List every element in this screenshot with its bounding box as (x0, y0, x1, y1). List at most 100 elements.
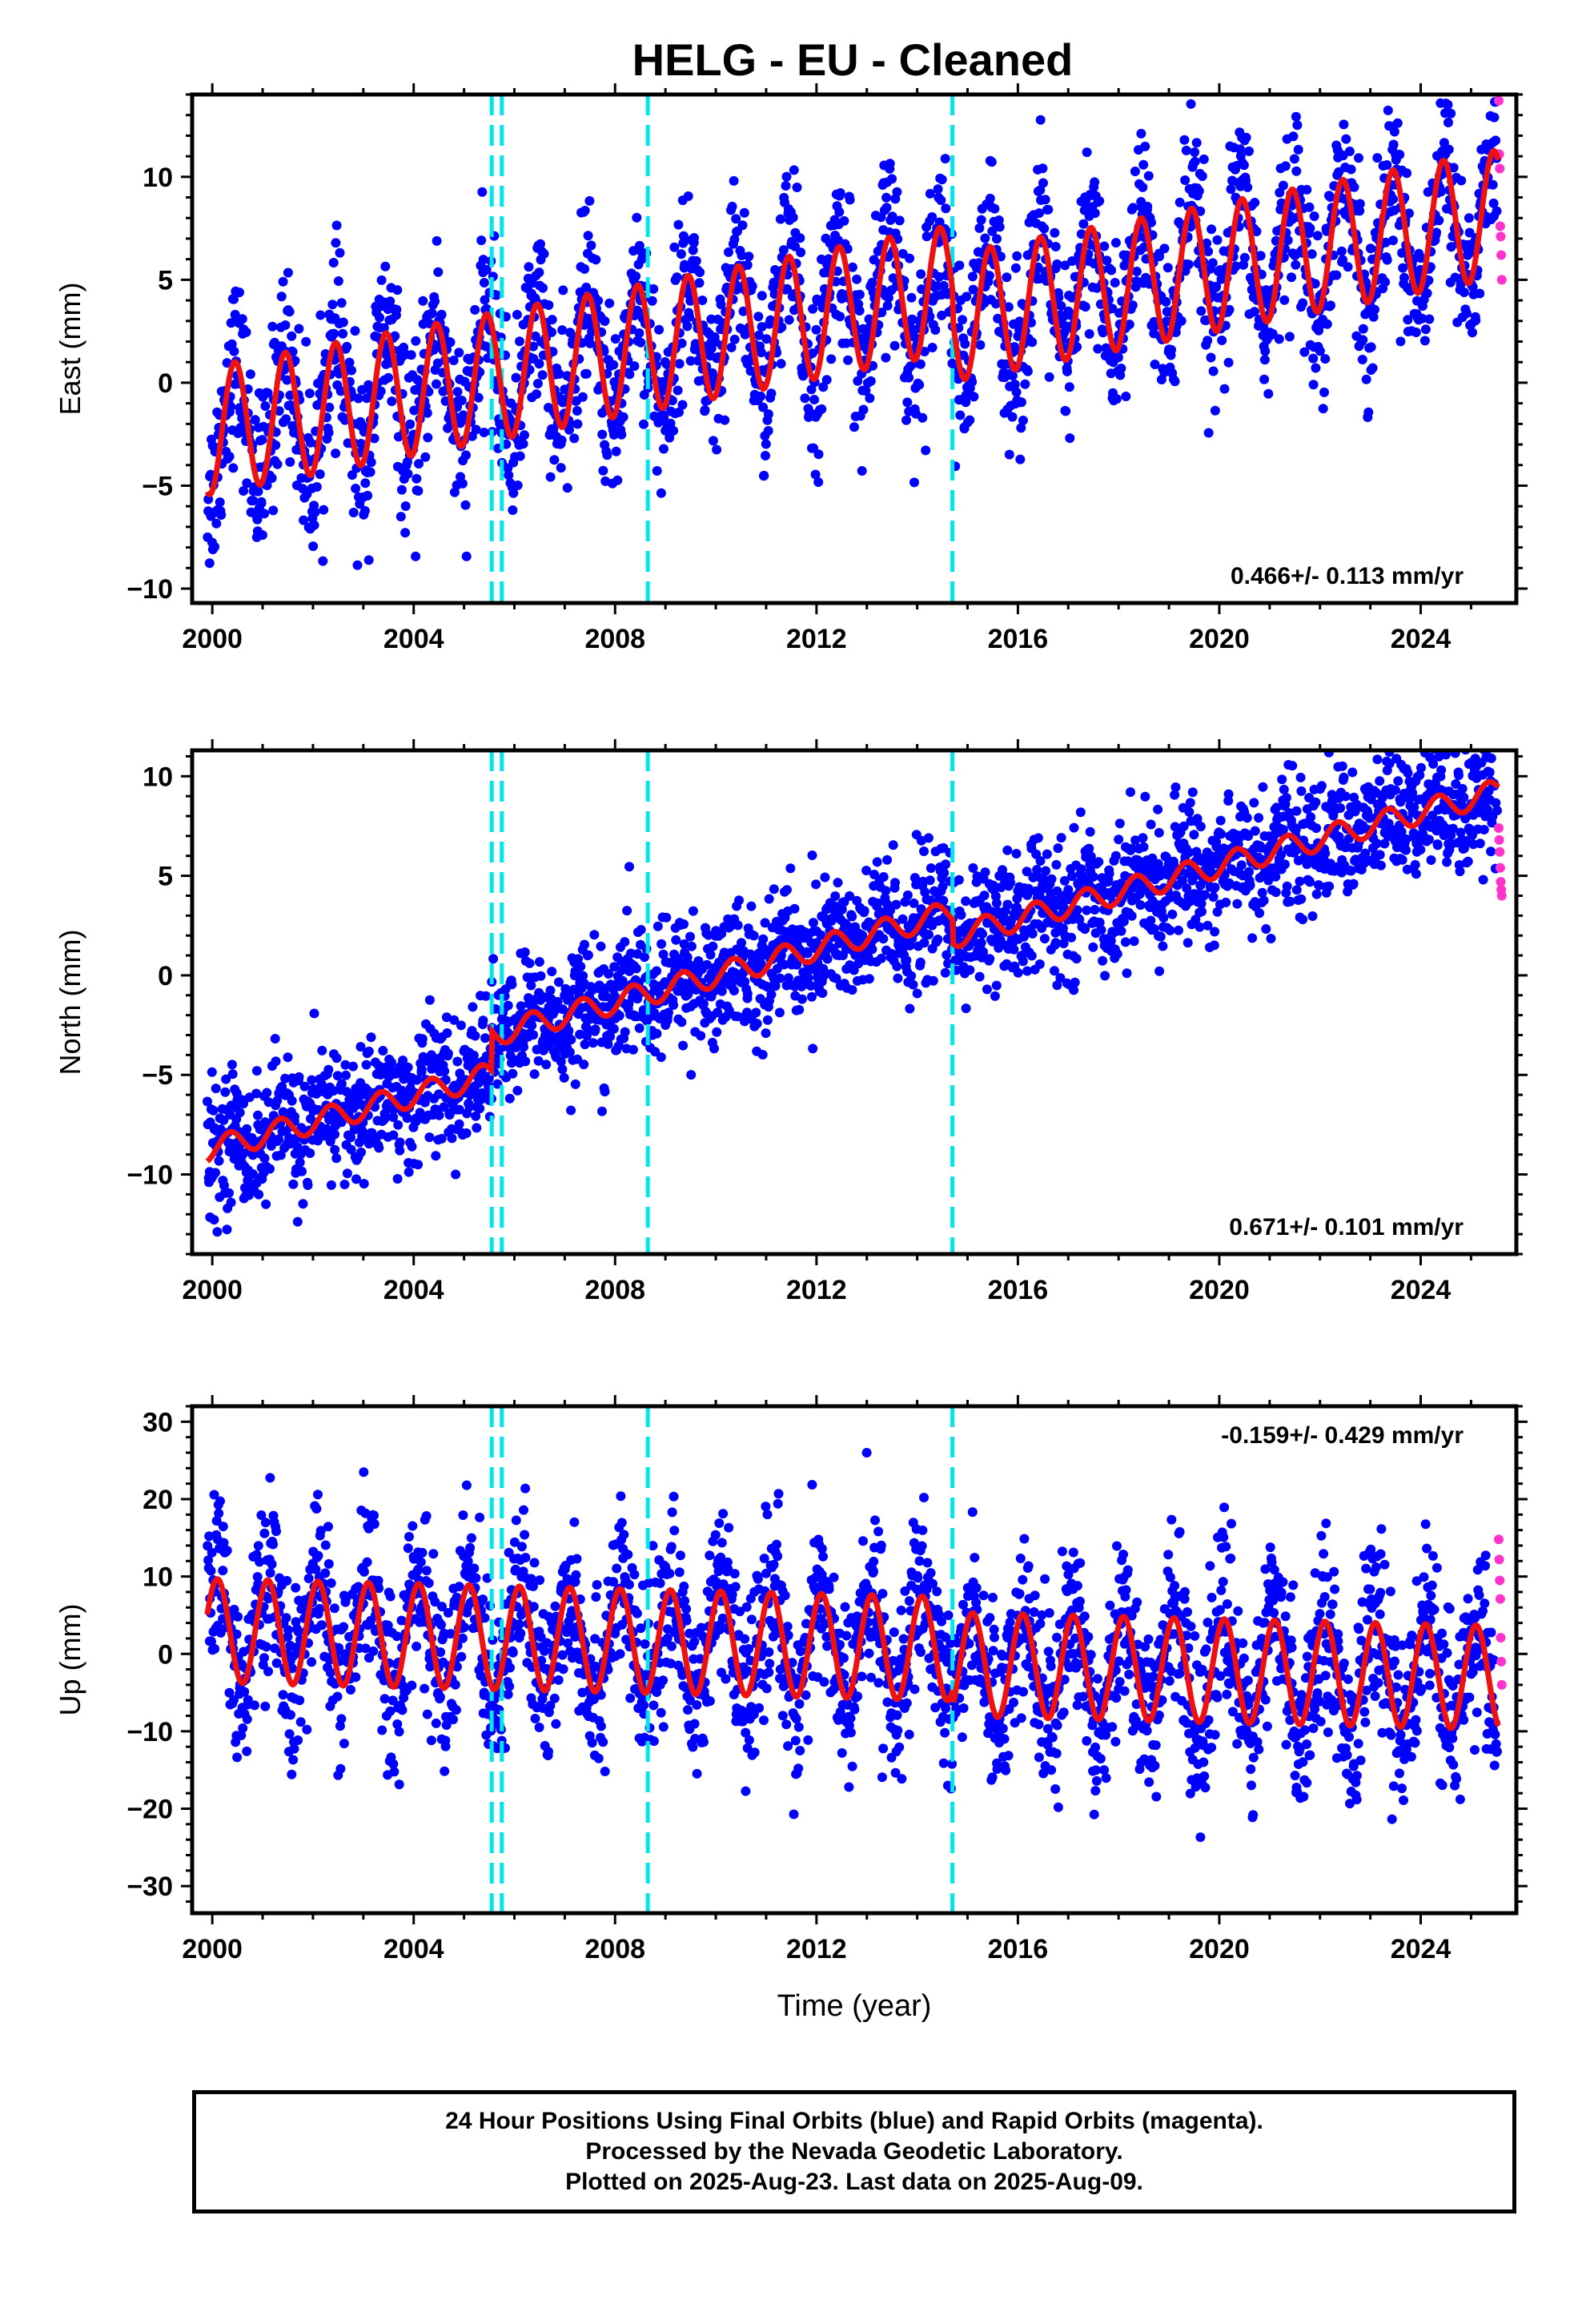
data-point (609, 962, 620, 972)
data-point (1197, 907, 1207, 917)
data-point (762, 1015, 773, 1025)
data-point (620, 937, 630, 947)
data-point (1027, 337, 1038, 348)
data-point (1050, 966, 1059, 976)
data-point (253, 1110, 263, 1120)
data-point (1436, 187, 1447, 197)
data-point (674, 407, 684, 417)
data-point (1349, 182, 1359, 192)
data-point (454, 348, 464, 358)
data-point (763, 982, 773, 992)
data-point (1199, 890, 1210, 900)
data-point (1354, 153, 1363, 163)
data-point (396, 512, 406, 522)
data-point (647, 296, 657, 306)
data-point (226, 401, 236, 412)
data-point (366, 1032, 376, 1043)
data-point (520, 1056, 531, 1067)
data-point (1167, 909, 1178, 919)
data-point (639, 419, 648, 429)
data-point (669, 242, 680, 252)
data-point (1338, 255, 1348, 265)
y-tick-label: −10 (126, 574, 173, 605)
data-point (1468, 328, 1477, 338)
data-point (734, 895, 744, 906)
x-tick-label: 2000 (182, 624, 243, 654)
data-point (224, 1188, 234, 1198)
data-point (1002, 272, 1012, 283)
data-point (554, 369, 564, 379)
data-point (554, 977, 564, 987)
data-point (1076, 864, 1086, 875)
data-point (526, 980, 536, 991)
data-point (1016, 397, 1026, 408)
data-point (488, 954, 499, 964)
data-point (1293, 144, 1303, 155)
data-point (726, 342, 737, 352)
data-point (648, 283, 659, 294)
data-point (702, 959, 712, 970)
data-point (752, 1019, 762, 1029)
data-point (456, 1020, 466, 1031)
data-point (1090, 905, 1100, 915)
data-point (822, 954, 833, 964)
data-point (339, 1180, 350, 1189)
data-point (696, 1031, 706, 1041)
data-point (659, 412, 669, 423)
data-point (1039, 223, 1050, 234)
data-point (881, 886, 891, 896)
data-point (1094, 917, 1105, 927)
data-point (1259, 374, 1270, 384)
data-point (938, 895, 949, 906)
data-point (1075, 807, 1086, 818)
data-point (634, 328, 644, 338)
data-point (284, 307, 295, 317)
data-point (930, 325, 941, 335)
data-point (1367, 363, 1378, 373)
data-point (967, 376, 978, 387)
data-point (763, 409, 773, 420)
data-point (1003, 302, 1014, 312)
data-point (818, 971, 829, 981)
data-point (877, 308, 887, 318)
data-point (817, 988, 828, 999)
data-point (1114, 818, 1125, 829)
data-point (766, 989, 777, 999)
data-point (468, 1050, 479, 1060)
data-point (1059, 875, 1070, 886)
data-point (204, 558, 215, 569)
data-point (1419, 336, 1430, 346)
data-point (1278, 180, 1288, 191)
data-point (1084, 843, 1094, 854)
data-point (1127, 300, 1138, 311)
data-point (1192, 814, 1203, 824)
data-point (1026, 317, 1036, 328)
data-point (1464, 227, 1475, 238)
x-tick-label: 2004 (383, 624, 444, 654)
data-point (1203, 920, 1213, 931)
data-point (591, 255, 601, 265)
data-point (608, 360, 619, 370)
data-point (867, 277, 877, 287)
data-point (532, 389, 542, 400)
data-point (724, 247, 733, 257)
data-point (677, 338, 687, 348)
rapid-point (1493, 95, 1504, 106)
data-point (1033, 833, 1043, 843)
data-point (374, 1143, 384, 1153)
data-point (937, 310, 947, 320)
data-point (1348, 879, 1359, 889)
data-point (961, 1003, 971, 1014)
data-point (1086, 851, 1096, 862)
data-point (1280, 161, 1291, 171)
data-point (960, 339, 970, 349)
data-point (665, 432, 675, 443)
data-point (593, 296, 604, 306)
data-point (436, 309, 447, 320)
data-point (1082, 905, 1092, 915)
data-point (454, 1104, 464, 1115)
data-point (892, 961, 902, 971)
data-point (775, 214, 785, 224)
data-point (1464, 213, 1474, 223)
data-point (472, 1123, 482, 1133)
